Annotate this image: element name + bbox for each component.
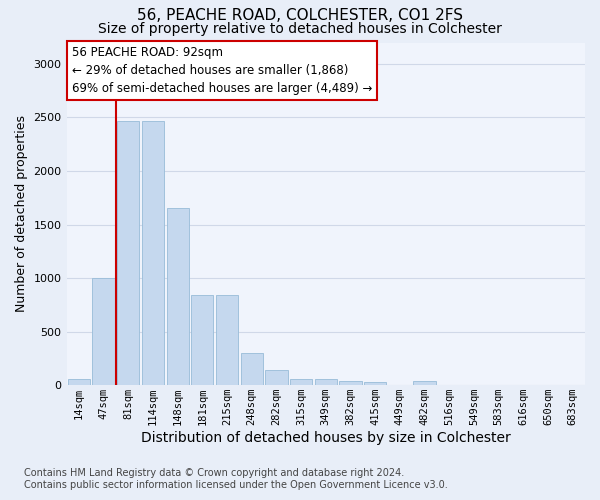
Bar [290,380,312,385]
Bar [92,278,115,385]
Bar [413,382,436,385]
Bar [340,382,362,385]
X-axis label: Distribution of detached houses by size in Colchester: Distribution of detached houses by size … [141,431,511,445]
Bar [191,295,214,385]
Bar [364,382,386,385]
Bar [117,120,139,385]
Bar [314,380,337,385]
Bar [241,353,263,385]
Y-axis label: Number of detached properties: Number of detached properties [15,116,28,312]
Bar [167,208,189,385]
Text: Contains public sector information licensed under the Open Government Licence v3: Contains public sector information licen… [24,480,448,490]
Bar [68,380,90,385]
Text: Size of property relative to detached houses in Colchester: Size of property relative to detached ho… [98,22,502,36]
Bar [142,120,164,385]
Text: 56 PEACHE ROAD: 92sqm
← 29% of detached houses are smaller (1,868)
69% of semi-d: 56 PEACHE ROAD: 92sqm ← 29% of detached … [72,46,372,95]
Text: 56, PEACHE ROAD, COLCHESTER, CO1 2FS: 56, PEACHE ROAD, COLCHESTER, CO1 2FS [137,8,463,22]
Text: Contains HM Land Registry data © Crown copyright and database right 2024.: Contains HM Land Registry data © Crown c… [24,468,404,477]
Bar [265,370,287,385]
Bar [216,295,238,385]
